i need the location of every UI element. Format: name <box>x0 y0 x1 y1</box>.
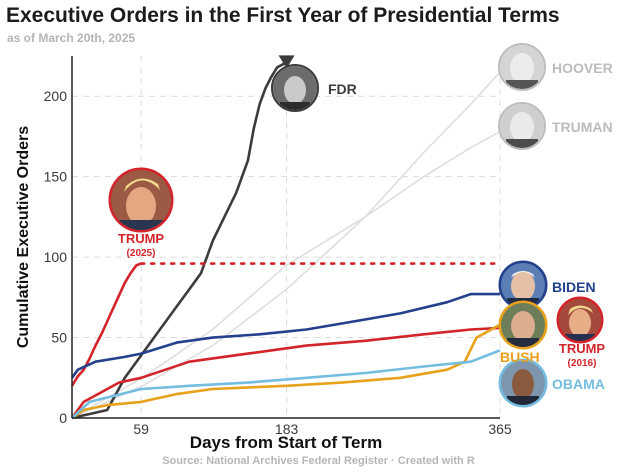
series-line-truman <box>71 130 501 419</box>
series-labels: FDR HOOVER TRUMAN TRUMP (2025) BIDEN TRU… <box>118 60 613 392</box>
series-line-bush <box>71 323 501 420</box>
label-fdr: FDR <box>328 81 357 97</box>
axes: 0 50 100 150 200 59 183 365 Days from Start of T… <box>15 56 512 452</box>
series-lines <box>70 55 502 420</box>
y-tick-label: 100 <box>44 249 68 265</box>
biden-avatar <box>498 260 548 310</box>
series-line-fdr <box>71 61 288 420</box>
fdr-avatar <box>271 64 319 112</box>
label-bush: BUSH <box>500 349 540 365</box>
y-tick-label: 50 <box>51 330 67 346</box>
bush-avatar <box>498 300 548 350</box>
hoover-avatar <box>498 43 546 91</box>
label-trump-2016: TRUMP <box>559 341 606 356</box>
chart-source: Source: National Archives Federal Regist… <box>162 455 475 467</box>
trump-2016-avatar <box>556 296 604 344</box>
chart-subtitle: as of March 20th, 2025 <box>7 31 136 45</box>
x-axis-title: Days from Start of Term <box>190 433 382 452</box>
x-tick-label: 365 <box>488 421 512 437</box>
x-tick-label: 59 <box>133 421 149 437</box>
series-line-trump-2016- <box>70 326 501 419</box>
truman-avatar <box>498 102 546 150</box>
chart-title: Executive Orders in the First Year of Pr… <box>6 4 560 27</box>
fdr-end-marker <box>278 55 295 69</box>
x-tick-label: 183 <box>275 421 299 437</box>
label-trump-2016-year: (2016) <box>568 358 597 369</box>
label-trump-2025: TRUMP <box>118 231 165 246</box>
y-tick-label: 0 <box>59 410 67 426</box>
series-line-biden <box>70 292 500 379</box>
y-tick-label: 200 <box>44 88 68 104</box>
label-hoover: HOOVER <box>552 60 613 76</box>
obama-avatar <box>498 358 548 408</box>
avatars <box>108 43 604 408</box>
label-truman: TRUMAN <box>552 119 613 135</box>
series-line-obama <box>71 349 501 419</box>
y-axis-title: Cumulative Executive Orders <box>15 126 32 348</box>
series-line-hoover <box>71 71 501 419</box>
series-line-trump-2025- <box>70 262 142 387</box>
label-biden: BIDEN <box>552 279 596 295</box>
trump-2025-avatar <box>108 167 174 233</box>
label-obama: OBAMA <box>552 376 605 392</box>
label-trump-2025-year: (2025) <box>127 248 156 259</box>
y-tick-label: 150 <box>44 169 68 185</box>
